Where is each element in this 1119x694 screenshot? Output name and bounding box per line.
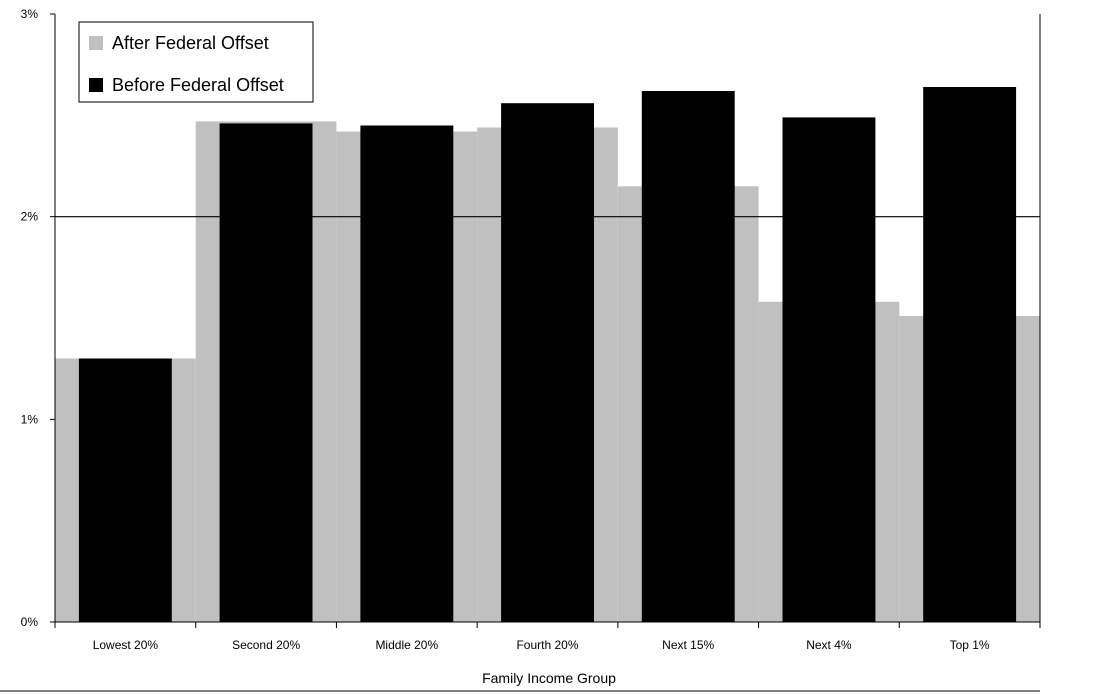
bar-before-0 [78, 358, 172, 622]
bar-before-6 [923, 87, 1017, 622]
x-tick-label-3: Fourth 20% [516, 638, 578, 652]
legend-box [78, 21, 314, 103]
legend-label-after: After Federal Offset [112, 33, 269, 53]
x-axis-ticks: Lowest 20% Second 20% Middle 20% Fourth 20%… [54, 622, 1041, 652]
y-tick-label-1: 1% [21, 412, 39, 426]
bar-before-2 [360, 125, 454, 622]
x-tick-label-6: Top 1% [950, 638, 990, 652]
y-tick-label-3: 3% [21, 7, 39, 21]
x-tick-label-0: Lowest 20% [93, 638, 159, 652]
axes [0, 14, 1041, 692]
x-tick-label-4: Next 15% [662, 638, 714, 652]
legend-swatch-before [89, 78, 103, 92]
before-offset-bars [78, 87, 1017, 623]
x-tick-label-5: Next 4% [806, 638, 852, 652]
legend: After Federal Offset Before Federal Offs… [78, 21, 314, 103]
bar-before-3 [501, 103, 594, 622]
legend-label-before: Before Federal Offset [112, 75, 284, 95]
y-tick-label-0: 0% [21, 615, 39, 629]
y-tick-label-2: 2% [21, 210, 39, 224]
x-tick-label-2: Middle 20% [375, 638, 438, 652]
bar-before-4 [641, 91, 735, 622]
y-axis-ticks: 0% 1% 2% 3% [21, 7, 55, 629]
x-tick-label-1: Second 20% [232, 638, 300, 652]
legend-swatch-after [89, 36, 103, 50]
bar-before-1 [219, 123, 313, 623]
bar-before-5 [782, 117, 876, 623]
x-axis-title: Family Income Group [482, 670, 616, 686]
